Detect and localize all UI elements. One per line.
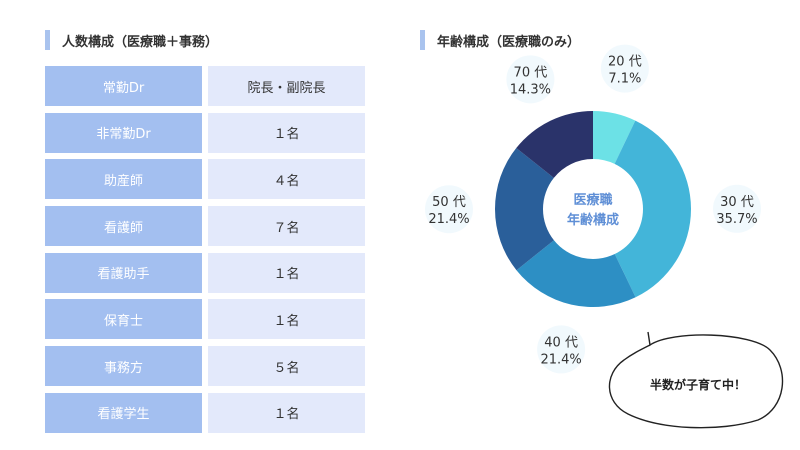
- slice-value-label: 21.4%: [540, 352, 581, 367]
- table-row: 看護師 ７名: [45, 206, 365, 247]
- role-count: 院長・副院長: [208, 66, 365, 106]
- donut-slice: [593, 111, 636, 164]
- staff-composition-title-text: 人数構成（医療職＋事務）: [62, 34, 219, 50]
- table-row: 常勤Dr 院長・副院長: [45, 66, 365, 106]
- role-label: 看護学生: [45, 392, 202, 433]
- title-accent-bar: [45, 30, 50, 50]
- donut-slice: [614, 120, 691, 298]
- table-row: 助産師 ４名: [45, 159, 365, 200]
- label-halos: [425, 44, 761, 374]
- slice-value-label: 14.3%: [510, 82, 551, 97]
- speech-bubble-shape: [608, 331, 784, 429]
- age-composition-title: 年齢構成（医療職のみ）: [420, 30, 580, 50]
- role-count: １名: [208, 252, 365, 293]
- label-halo: [425, 185, 474, 234]
- donut-center-label: 年齢構成: [567, 212, 619, 228]
- staff-composition-title: 人数構成（医療職＋事務）: [45, 30, 218, 50]
- role-label: 非常勤Dr: [45, 112, 202, 153]
- slice-category-label: 30 代: [720, 195, 754, 210]
- table-row: 看護学生 １名: [45, 392, 365, 433]
- slice-category-label: 70 代: [514, 65, 548, 80]
- slice-value-label: 7.1%: [608, 72, 641, 87]
- table-row: 保育士 １名: [45, 299, 365, 340]
- role-count: １名: [208, 112, 365, 153]
- role-count: ７名: [208, 206, 365, 247]
- role-label: 助産師: [45, 159, 202, 200]
- role-label: 事務方: [45, 346, 202, 387]
- role-count: ５名: [208, 346, 365, 387]
- role-label: 看護助手: [45, 252, 202, 293]
- callout-bubble: 半数が子育て中！: [608, 331, 784, 429]
- callout-text: 半数が子育て中！: [650, 377, 746, 392]
- age-composition-title-text: 年齢構成（医療職のみ）: [437, 34, 581, 50]
- donut-slice: [495, 148, 554, 271]
- slice-labels: 20 代 7.1% 30 代 35.7% 40 代 21.4% 50 代 21.4% 70 代 1…: [428, 55, 757, 368]
- donut-slice: [516, 111, 593, 178]
- role-count: １名: [208, 299, 365, 340]
- role-count: ４名: [208, 159, 365, 200]
- donut-slices: [495, 111, 691, 307]
- role-label: 看護師: [45, 206, 202, 247]
- label-halo: [712, 184, 761, 233]
- role-label: 保育士: [45, 299, 202, 340]
- slice-value-label: 21.4%: [428, 212, 469, 227]
- donut-slice: [516, 240, 636, 307]
- role-label: 常勤Dr: [45, 66, 202, 106]
- staff-table: 常勤Dr 院長・副院長 非常勤Dr １名 助産師 ４名 看護師 ７名 看護助手 …: [45, 66, 365, 440]
- role-count: １名: [208, 392, 365, 433]
- donut-center-label: 医療職: [573, 192, 612, 208]
- title-accent-bar: [420, 30, 425, 50]
- slice-value-label: 35.7%: [716, 212, 757, 227]
- table-row: 事務方 ５名: [45, 346, 365, 387]
- slice-category-label: 20 代: [608, 55, 642, 70]
- label-halo: [537, 325, 586, 374]
- table-row: 非常勤Dr １名: [45, 112, 365, 153]
- table-row: 看護助手 １名: [45, 252, 365, 293]
- label-halo: [506, 55, 555, 104]
- slice-category-label: 50 代: [432, 195, 466, 210]
- slice-category-label: 40 代: [544, 335, 578, 350]
- label-halo: [600, 44, 649, 93]
